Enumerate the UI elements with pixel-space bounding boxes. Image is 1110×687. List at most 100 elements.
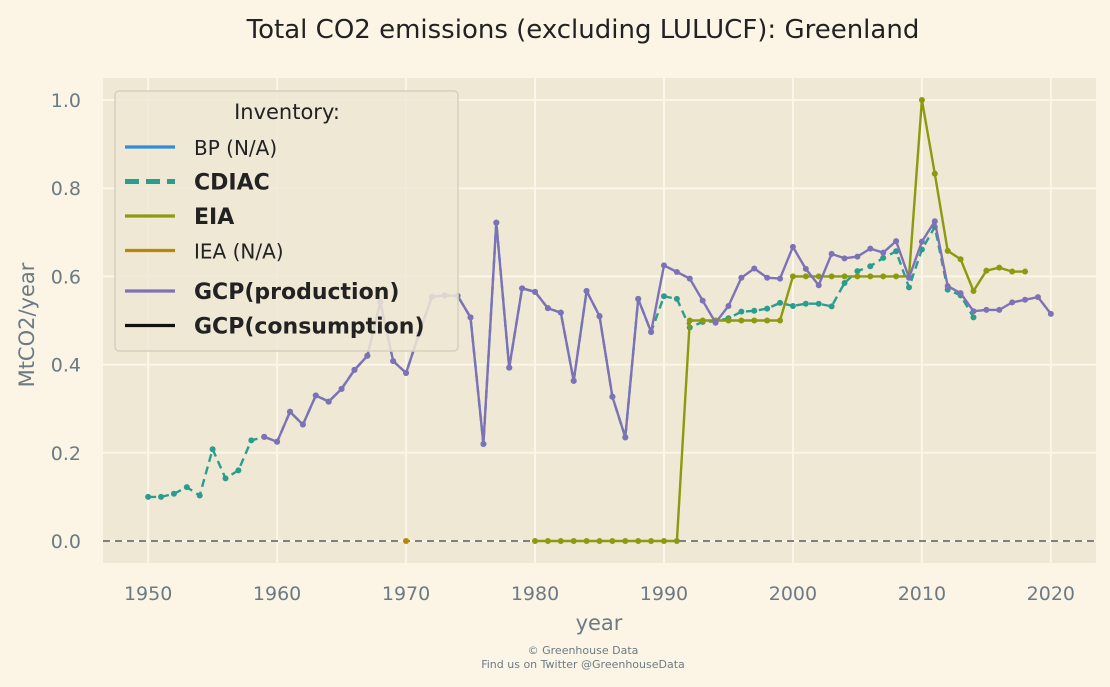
data-point [828,303,835,310]
data-point [764,305,771,312]
data-point [544,537,551,544]
legend-label: BP (N/A) [194,136,277,160]
data-point [867,273,874,280]
data-point [867,245,874,252]
data-point [828,273,835,280]
series-eia [532,97,1029,544]
data-point [880,273,887,280]
data-point [532,288,539,295]
data-point [815,300,822,307]
data-point [841,273,848,280]
data-point [841,280,848,287]
legend-box [114,90,459,352]
data-point [660,262,667,269]
legend-entries: BP (N/A) CDIAC EIA IEA (N/A) GCP(production)… [125,136,425,340]
data-point [893,248,900,255]
data-point [170,490,177,497]
data-point [931,218,938,225]
data-point [648,537,655,544]
data-point [570,377,577,384]
data-point [802,273,809,280]
data-point [996,306,1003,313]
data-point [944,247,951,254]
data-point [725,302,732,309]
x-tick-label: 2010 [898,583,946,605]
data-point [738,317,745,324]
data-point [596,537,603,544]
data-point [906,284,913,291]
data-point [673,295,680,302]
legend-entry-iea-n-a: IEA (N/A) [125,240,284,264]
data-point [660,537,667,544]
y-tick-label: 0.2 [51,443,81,465]
data-point [970,287,977,294]
data-point [609,537,616,544]
data-point [996,264,1003,271]
data-point [699,317,706,324]
data-point [248,437,255,444]
data-point [1034,294,1041,301]
y-ticks: 0.0 0.2 0.4 0.6 0.8 1.0 [51,90,81,553]
legend-entry-gcp-production: GCP(production) [125,280,399,305]
data-point [751,307,758,314]
y-tick-label: 1.0 [51,90,81,112]
data-point [274,438,281,445]
data-point [622,434,629,441]
data-point [789,273,796,280]
data-point [364,352,371,359]
data-point [673,537,680,544]
chart-title: Total CO2 emissions (excluding LULUCF): … [246,15,920,45]
data-point [673,269,680,275]
data-point [145,493,152,500]
data-point [532,537,539,544]
series-iea-n-a [403,537,410,544]
data-point [738,274,745,281]
data-point [712,319,719,326]
y-tick-label: 0.4 [51,355,81,377]
data-point [918,238,925,245]
data-point [854,273,861,280]
data-point [1009,268,1016,275]
data-point [286,408,293,415]
data-point [390,358,397,365]
x-tick-label: 1970 [382,583,430,605]
data-point [893,273,900,280]
data-point [596,313,603,320]
data-point [764,274,771,281]
footer-credit: © Greenhouse Data [528,644,639,657]
series-layer [145,97,1054,544]
data-point [299,421,306,428]
data-point [777,299,784,306]
data-point [209,446,216,453]
data-point [1022,296,1029,303]
data-point [493,219,500,226]
data-point [158,493,165,500]
data-point [480,440,487,447]
legend-label: EIA [194,205,234,230]
data-point [686,317,693,324]
x-tick-label: 2020 [1027,583,1075,605]
data-point [403,369,410,376]
x-tick-label: 1990 [640,583,688,605]
y-axis-label: MtCO2/year [15,262,39,387]
data-point [957,256,964,263]
data-point [506,364,513,371]
data-point [854,253,861,260]
legend-label: IEA (N/A) [194,240,284,264]
data-point [570,537,577,544]
data-point [815,282,822,289]
data-point [1022,268,1029,275]
data-point [854,268,861,275]
data-point [196,492,203,499]
data-point [635,295,642,302]
x-ticks: 1950 1960 1970 1980 1990 2000 2010 2020 [124,583,1075,605]
data-point [751,265,758,272]
data-point [325,398,332,405]
data-point [802,300,809,307]
legend-entry-gcp-consumption: GCP(consumption) [125,315,425,340]
data-point [931,170,938,177]
data-point [777,275,784,282]
x-tick-label: 1950 [124,583,172,605]
data-point [880,254,887,261]
